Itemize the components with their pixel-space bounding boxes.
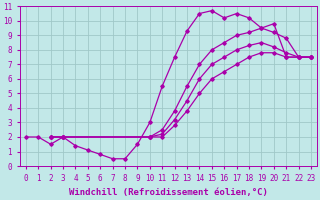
X-axis label: Windchill (Refroidissement éolien,°C): Windchill (Refroidissement éolien,°C) [69,188,268,197]
